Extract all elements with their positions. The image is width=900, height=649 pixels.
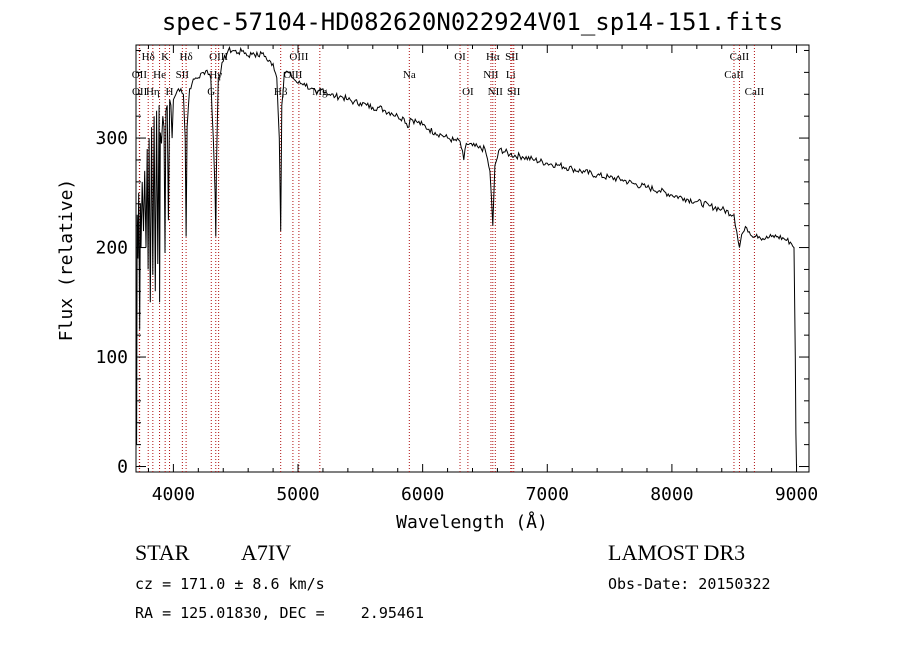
line-marker-label-10: Hγ <box>209 69 222 81</box>
survey-name: LAMOST DR3 <box>608 540 746 565</box>
x-tick-label-1: 5000 <box>276 484 319 505</box>
object-class: STAR <box>135 540 190 565</box>
line-marker-label-4: Hη <box>146 86 160 98</box>
line-marker-label-3: He <box>153 69 166 81</box>
line-marker-label-2: OII <box>132 86 148 98</box>
line-marker-label-17: OI <box>454 51 466 63</box>
plot-frame <box>135 44 810 473</box>
line-marker-label-6: H <box>166 86 174 98</box>
line-marker-label-21: NII <box>488 86 504 98</box>
line-marker-label-5: K <box>161 51 169 63</box>
y-tick-label-2: 200 <box>95 238 128 259</box>
y-axis-label: Flux (relative) <box>56 179 77 342</box>
observation-date: Obs-Date: 20150322 <box>608 575 771 593</box>
line-marker-label-24: SII <box>507 86 521 98</box>
line-marker-label-18: OI <box>462 86 474 98</box>
line-marker-label-13: OIII <box>283 69 302 81</box>
line-marker-label-22: SII <box>505 51 519 63</box>
line-marker-label-0: Hδ <box>142 51 155 63</box>
redshift-velocity: cz = 171.0 ± 8.6 km/s <box>135 575 325 593</box>
x-tick-label-5: 9000 <box>775 484 818 505</box>
line-marker-label-19: Hα <box>486 51 500 63</box>
y-tick-label-0: 0 <box>117 457 128 478</box>
spectrum-line <box>135 45 797 467</box>
line-marker-label-15: Mg <box>312 86 328 98</box>
x-axis-label: Wavelength (Å) <box>396 511 548 533</box>
line-marker-label-23: Li <box>506 69 516 81</box>
x-tick-label-3: 7000 <box>526 484 569 505</box>
line-marker-label-25: CaII <box>730 51 750 63</box>
coordinates: RA = 125.01830, DEC = 2.95461 <box>135 604 424 622</box>
line-marker-label-26: CaII <box>724 69 744 81</box>
x-tick-label-4: 8000 <box>650 484 693 505</box>
y-tick-label-3: 300 <box>95 128 128 149</box>
x-tick-label-0: 4000 <box>152 484 195 505</box>
x-tick-label-2: 6000 <box>401 484 444 505</box>
line-marker-label-7: SII <box>176 69 190 81</box>
chart-title: spec-57104-HD082620N022924V01_sp14-151.f… <box>161 8 784 36</box>
line-marker-label-27: CaII <box>745 86 765 98</box>
axis-ticks: 4000 5000 6000 7000 8000 9000 0 100 200 300 <box>95 45 818 505</box>
line-marker-label-14: Hβ <box>274 86 288 98</box>
line-marker-label-8: Hδ <box>180 51 193 63</box>
spectral-subclass: A7IV <box>241 540 292 565</box>
line-marker-label-16: Na <box>403 69 416 81</box>
y-tick-label-1: 100 <box>95 347 128 368</box>
line-marker-label-20: NII <box>483 69 499 81</box>
line-marker-label-12: OIII <box>289 51 308 63</box>
